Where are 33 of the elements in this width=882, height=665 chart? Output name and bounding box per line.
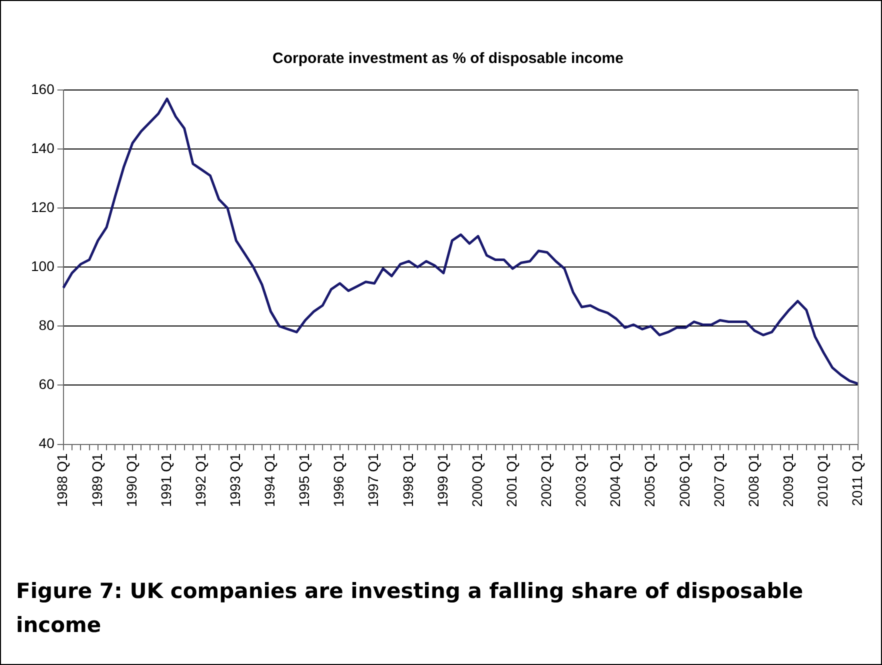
x-tick-label: 1999 Q1 [434,453,450,508]
x-tick-label: 1989 Q1 [88,453,105,508]
x-tick-label: 2002 Q1 [538,453,554,508]
y-tick-label: 80 [38,317,55,334]
x-tick-label: 1988 Q1 [54,453,70,508]
chart-title: Corporate investment as % of disposable income [272,50,624,68]
x-tick-label: 2010 Q1 [814,453,830,508]
x-tick-label: 2001 Q1 [503,453,520,508]
x-tick-label: 1993 Q1 [227,453,244,508]
y-tick-label: 140 [31,140,55,156]
x-tick-label: 1995 Q1 [296,453,312,508]
x-tick-label: 2011 Q1 [849,453,866,506]
x-tick-label: 2009 Q1 [780,453,796,508]
x-tick-label: 1998 Q1 [400,453,416,508]
x-tick-label: 1994 Q1 [262,453,278,508]
y-tick-label: 160 [31,80,55,97]
x-tick-label: 1990 Q1 [123,453,140,508]
x-tick-label: 2006 Q1 [676,453,692,508]
y-tick-label: 120 [31,198,55,215]
y-tick-label: 40 [38,435,55,452]
x-tick-label: 2007 Q1 [710,453,727,508]
y-tick-label: 100 [31,258,55,274]
x-tick-label: 1996 Q1 [330,453,347,508]
y-tick-label: 60 [38,376,55,392]
x-tick-label: 2000 Q1 [468,453,485,508]
x-tick-label: 2005 Q1 [642,453,658,508]
x-tick-label: 2008 Q1 [745,453,762,508]
x-tick-label: 1991 Q1 [158,453,174,508]
x-tick-label: 1997 Q1 [365,453,382,508]
x-tick-label: 2003 Q1 [572,453,589,508]
caption: Figure 7: UK companies are investing a falling share of disposable income [16,578,804,639]
x-tick-label: 1992 Q1 [192,453,208,508]
x-tick-label: 2004 Q1 [607,453,624,508]
